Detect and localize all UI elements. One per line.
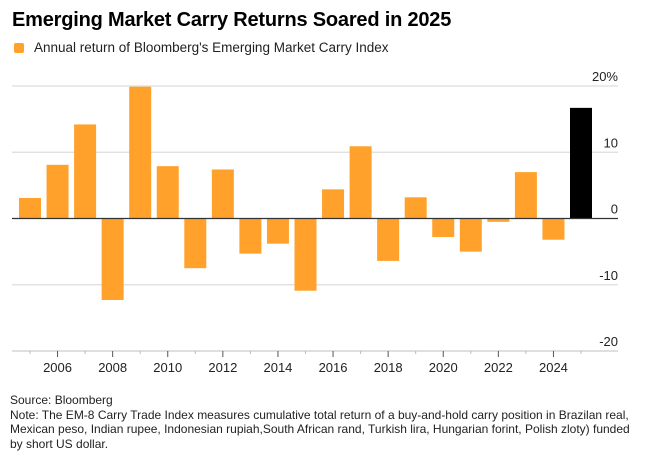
- y-tick-label: 0: [611, 202, 618, 217]
- bar-2009: [129, 86, 152, 219]
- x-tick-label: 2016: [319, 360, 348, 375]
- bar-2020: [432, 218, 455, 238]
- bar-2022: [487, 218, 510, 222]
- bar-2008: [101, 218, 124, 300]
- legend-label: Annual return of Bloomberg's Emerging Ma…: [34, 40, 389, 55]
- bar-2024: [542, 218, 565, 240]
- x-tick-label: 2006: [43, 360, 72, 375]
- x-tick-label: 2008: [98, 360, 127, 375]
- bar-2023: [514, 172, 537, 219]
- y-tick-label: -10: [599, 268, 618, 283]
- source-text: Source: Bloomberg: [10, 393, 113, 407]
- legend-swatch: [14, 42, 24, 53]
- bar-2012: [211, 169, 234, 219]
- x-tick-label: 2020: [429, 360, 458, 375]
- bar-2017: [349, 146, 372, 219]
- footer: Source: Bloomberg Note: The EM-8 Carry T…: [10, 393, 640, 451]
- x-tick-label: 2014: [263, 360, 292, 375]
- bar-2018: [377, 218, 400, 261]
- bars: [19, 86, 592, 300]
- bar-2011: [184, 218, 207, 269]
- bar-2013: [239, 218, 262, 254]
- x-tick-label: 2018: [374, 360, 403, 375]
- y-tick-label: -20: [599, 334, 618, 349]
- bar-2021: [459, 218, 482, 252]
- x-tick-label: 2022: [484, 360, 513, 375]
- x-tick-label: 2010: [153, 360, 182, 375]
- bar-2005: [19, 197, 41, 219]
- x-tick-label: 2024: [539, 360, 568, 375]
- bar-2014: [266, 218, 289, 244]
- y-tick-label: 10: [604, 135, 618, 150]
- bar-2025: [570, 107, 592, 219]
- x-axis: 2006 2008 2010 2012 2014 2016 2018 2020 2022 2024: [12, 350, 618, 375]
- bar-2006: [46, 164, 69, 219]
- legend: Annual return of Bloomberg's Emerging Ma…: [14, 40, 389, 55]
- bar-2010: [156, 166, 179, 219]
- y-tick-label: 20%: [592, 69, 618, 84]
- bar-chart: 20% 10 0 -10 -20 2006 2008 2010 2012 2014 2016 201…: [12, 69, 618, 375]
- bar-2015: [294, 218, 317, 291]
- y-axis-labels: 20% 10 0 -10 -20: [592, 69, 618, 349]
- x-tick-label: 2012: [208, 360, 237, 375]
- bar-2016: [322, 189, 345, 219]
- bar-2007: [74, 124, 97, 219]
- note-text: Note: The EM-8 Carry Trade Index measure…: [10, 407, 630, 451]
- bar-2019: [404, 197, 427, 219]
- chart-title: Emerging Market Carry Returns Soared in …: [12, 9, 452, 31]
